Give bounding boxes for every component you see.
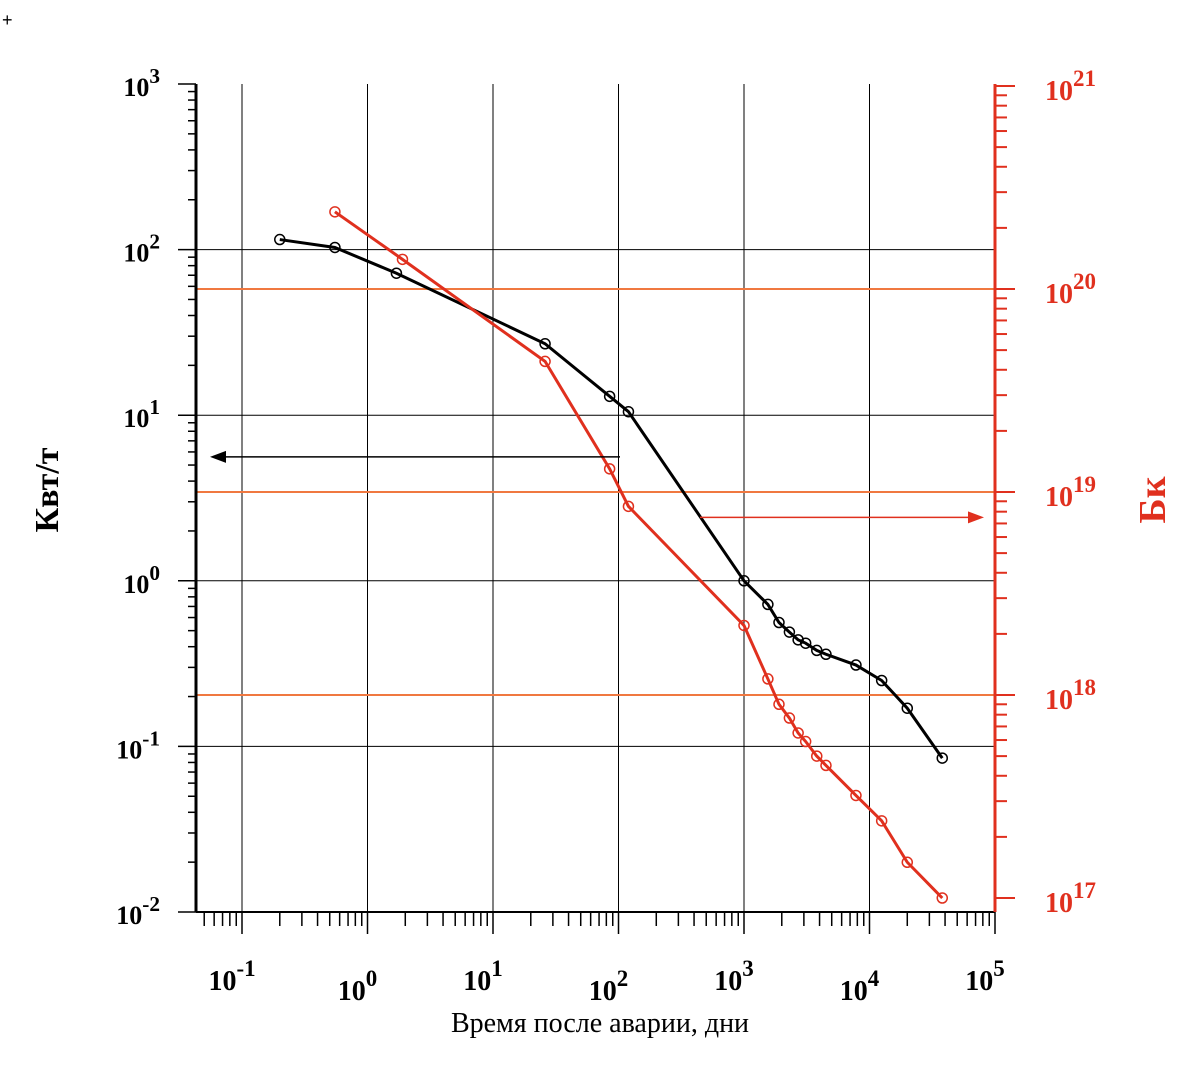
data-point-left xyxy=(901,702,914,714)
data-point-left xyxy=(875,674,888,687)
y-right-tick-label: 1018 xyxy=(1045,675,1096,716)
data-point-right xyxy=(811,750,823,762)
y-left-tick-label: 101 xyxy=(123,395,160,433)
data-point-right xyxy=(396,253,409,266)
data-point-left xyxy=(329,241,341,254)
data-point-right xyxy=(622,500,635,513)
data-point-right xyxy=(850,789,862,802)
x-tick-label: 101 xyxy=(463,956,502,997)
y-left-axis-label: Квт/т xyxy=(29,447,66,532)
x-tick-label: 104 xyxy=(840,966,880,1007)
data-point-right xyxy=(539,355,551,368)
x-axis-label: Время после аварии, дни xyxy=(451,1008,749,1039)
data-point-right xyxy=(799,735,812,748)
x-tick-label: 103 xyxy=(714,956,753,997)
data-point-right xyxy=(783,712,796,724)
data-point-left xyxy=(936,752,949,764)
minor-ticks xyxy=(178,83,1015,934)
y-left-tick-label: 10-1 xyxy=(116,726,160,764)
y-right-tick-label: 1021 xyxy=(1045,66,1096,107)
corner-mark: + xyxy=(2,10,13,30)
x-tick-label: 102 xyxy=(589,966,628,1007)
data-point-right xyxy=(820,759,832,772)
tick-labels: 103 102 101 100 10-1 10-2 1021 1020 1019 1018 1017… xyxy=(116,64,1096,1007)
data-point-left xyxy=(820,648,832,661)
data-point-left xyxy=(783,626,796,638)
data-point-right xyxy=(773,698,785,711)
left-axis-arrow-head xyxy=(210,450,226,463)
data-point-left xyxy=(603,390,616,403)
data-point-right xyxy=(762,673,774,685)
y-left-tick-label: 100 xyxy=(123,561,160,599)
x-tick-label: 105 xyxy=(965,956,1004,997)
series-lines xyxy=(279,210,944,900)
y-left-tick-label: 10-2 xyxy=(116,892,160,930)
y-right-tick-label: 1019 xyxy=(1045,472,1096,513)
y-left-tick-label: 103 xyxy=(123,64,160,102)
data-point-right xyxy=(792,727,804,739)
axes xyxy=(194,84,997,913)
reference-lines xyxy=(196,288,995,696)
data-point-left xyxy=(850,659,862,671)
y-right-tick-label: 1017 xyxy=(1045,878,1096,919)
data-point-right xyxy=(603,463,616,475)
data-point-right xyxy=(875,815,888,827)
data-point-left xyxy=(762,598,774,611)
data-point-right xyxy=(738,619,750,632)
data-point-left xyxy=(622,405,635,418)
data-point-left xyxy=(792,634,804,646)
data-point-left xyxy=(799,637,812,649)
grid xyxy=(196,84,995,912)
data-point-left xyxy=(390,267,403,279)
data-point-left xyxy=(539,338,551,350)
y-right-axis-label: Бк xyxy=(1132,476,1174,523)
data-point-left xyxy=(773,616,785,629)
data-point-left xyxy=(738,575,750,587)
data-point-left xyxy=(274,233,286,246)
data-point-right xyxy=(329,206,341,218)
arrows xyxy=(210,450,984,524)
data-point-right xyxy=(901,856,914,869)
markers xyxy=(274,206,949,904)
y-left-tick-label: 102 xyxy=(123,230,160,268)
x-tick-label: 10-1 xyxy=(208,956,255,997)
y-right-tick-label: 1020 xyxy=(1045,269,1096,310)
series-line-right xyxy=(334,210,944,900)
series-line-left xyxy=(279,238,944,759)
x-tick-label: 100 xyxy=(338,966,377,1007)
right-axis-arrow-head xyxy=(968,511,984,524)
data-point-right xyxy=(936,892,949,904)
